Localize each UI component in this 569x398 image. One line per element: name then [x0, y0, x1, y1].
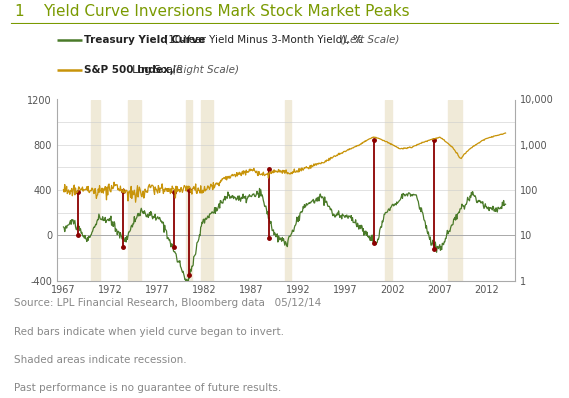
Bar — [201, 100, 213, 281]
Text: Red bars indicate when yield curve began to invert.: Red bars indicate when yield curve began… — [14, 326, 284, 337]
Bar — [385, 100, 391, 281]
Text: Yield Curve Inversions Mark Stock Market Peaks: Yield Curve Inversions Mark Stock Market… — [43, 4, 409, 19]
Text: Shaded areas indicate recession.: Shaded areas indicate recession. — [14, 355, 187, 365]
Bar — [286, 100, 291, 281]
Text: 1: 1 — [14, 4, 24, 19]
Text: Past performance is no guarantee of future results.: Past performance is no guarantee of futu… — [14, 383, 282, 393]
Bar — [91, 100, 100, 281]
Bar — [129, 100, 141, 281]
Text: Log Scale: Log Scale — [129, 65, 182, 75]
Text: Source: LPL Financial Research, Bloomberg data   05/12/14: Source: LPL Financial Research, Bloomber… — [14, 298, 321, 308]
Text: Treasury Yield Curve: Treasury Yield Curve — [84, 35, 205, 45]
Bar — [448, 100, 462, 281]
Text: (Right Scale): (Right Scale) — [169, 65, 240, 75]
Bar — [185, 100, 192, 281]
Text: (10-Year Yield Minus 3-Month Yield), %: (10-Year Yield Minus 3-Month Yield), % — [161, 35, 362, 45]
Text: S&P 500 Index,: S&P 500 Index, — [84, 65, 174, 75]
Text: (Left Scale): (Left Scale) — [337, 35, 399, 45]
